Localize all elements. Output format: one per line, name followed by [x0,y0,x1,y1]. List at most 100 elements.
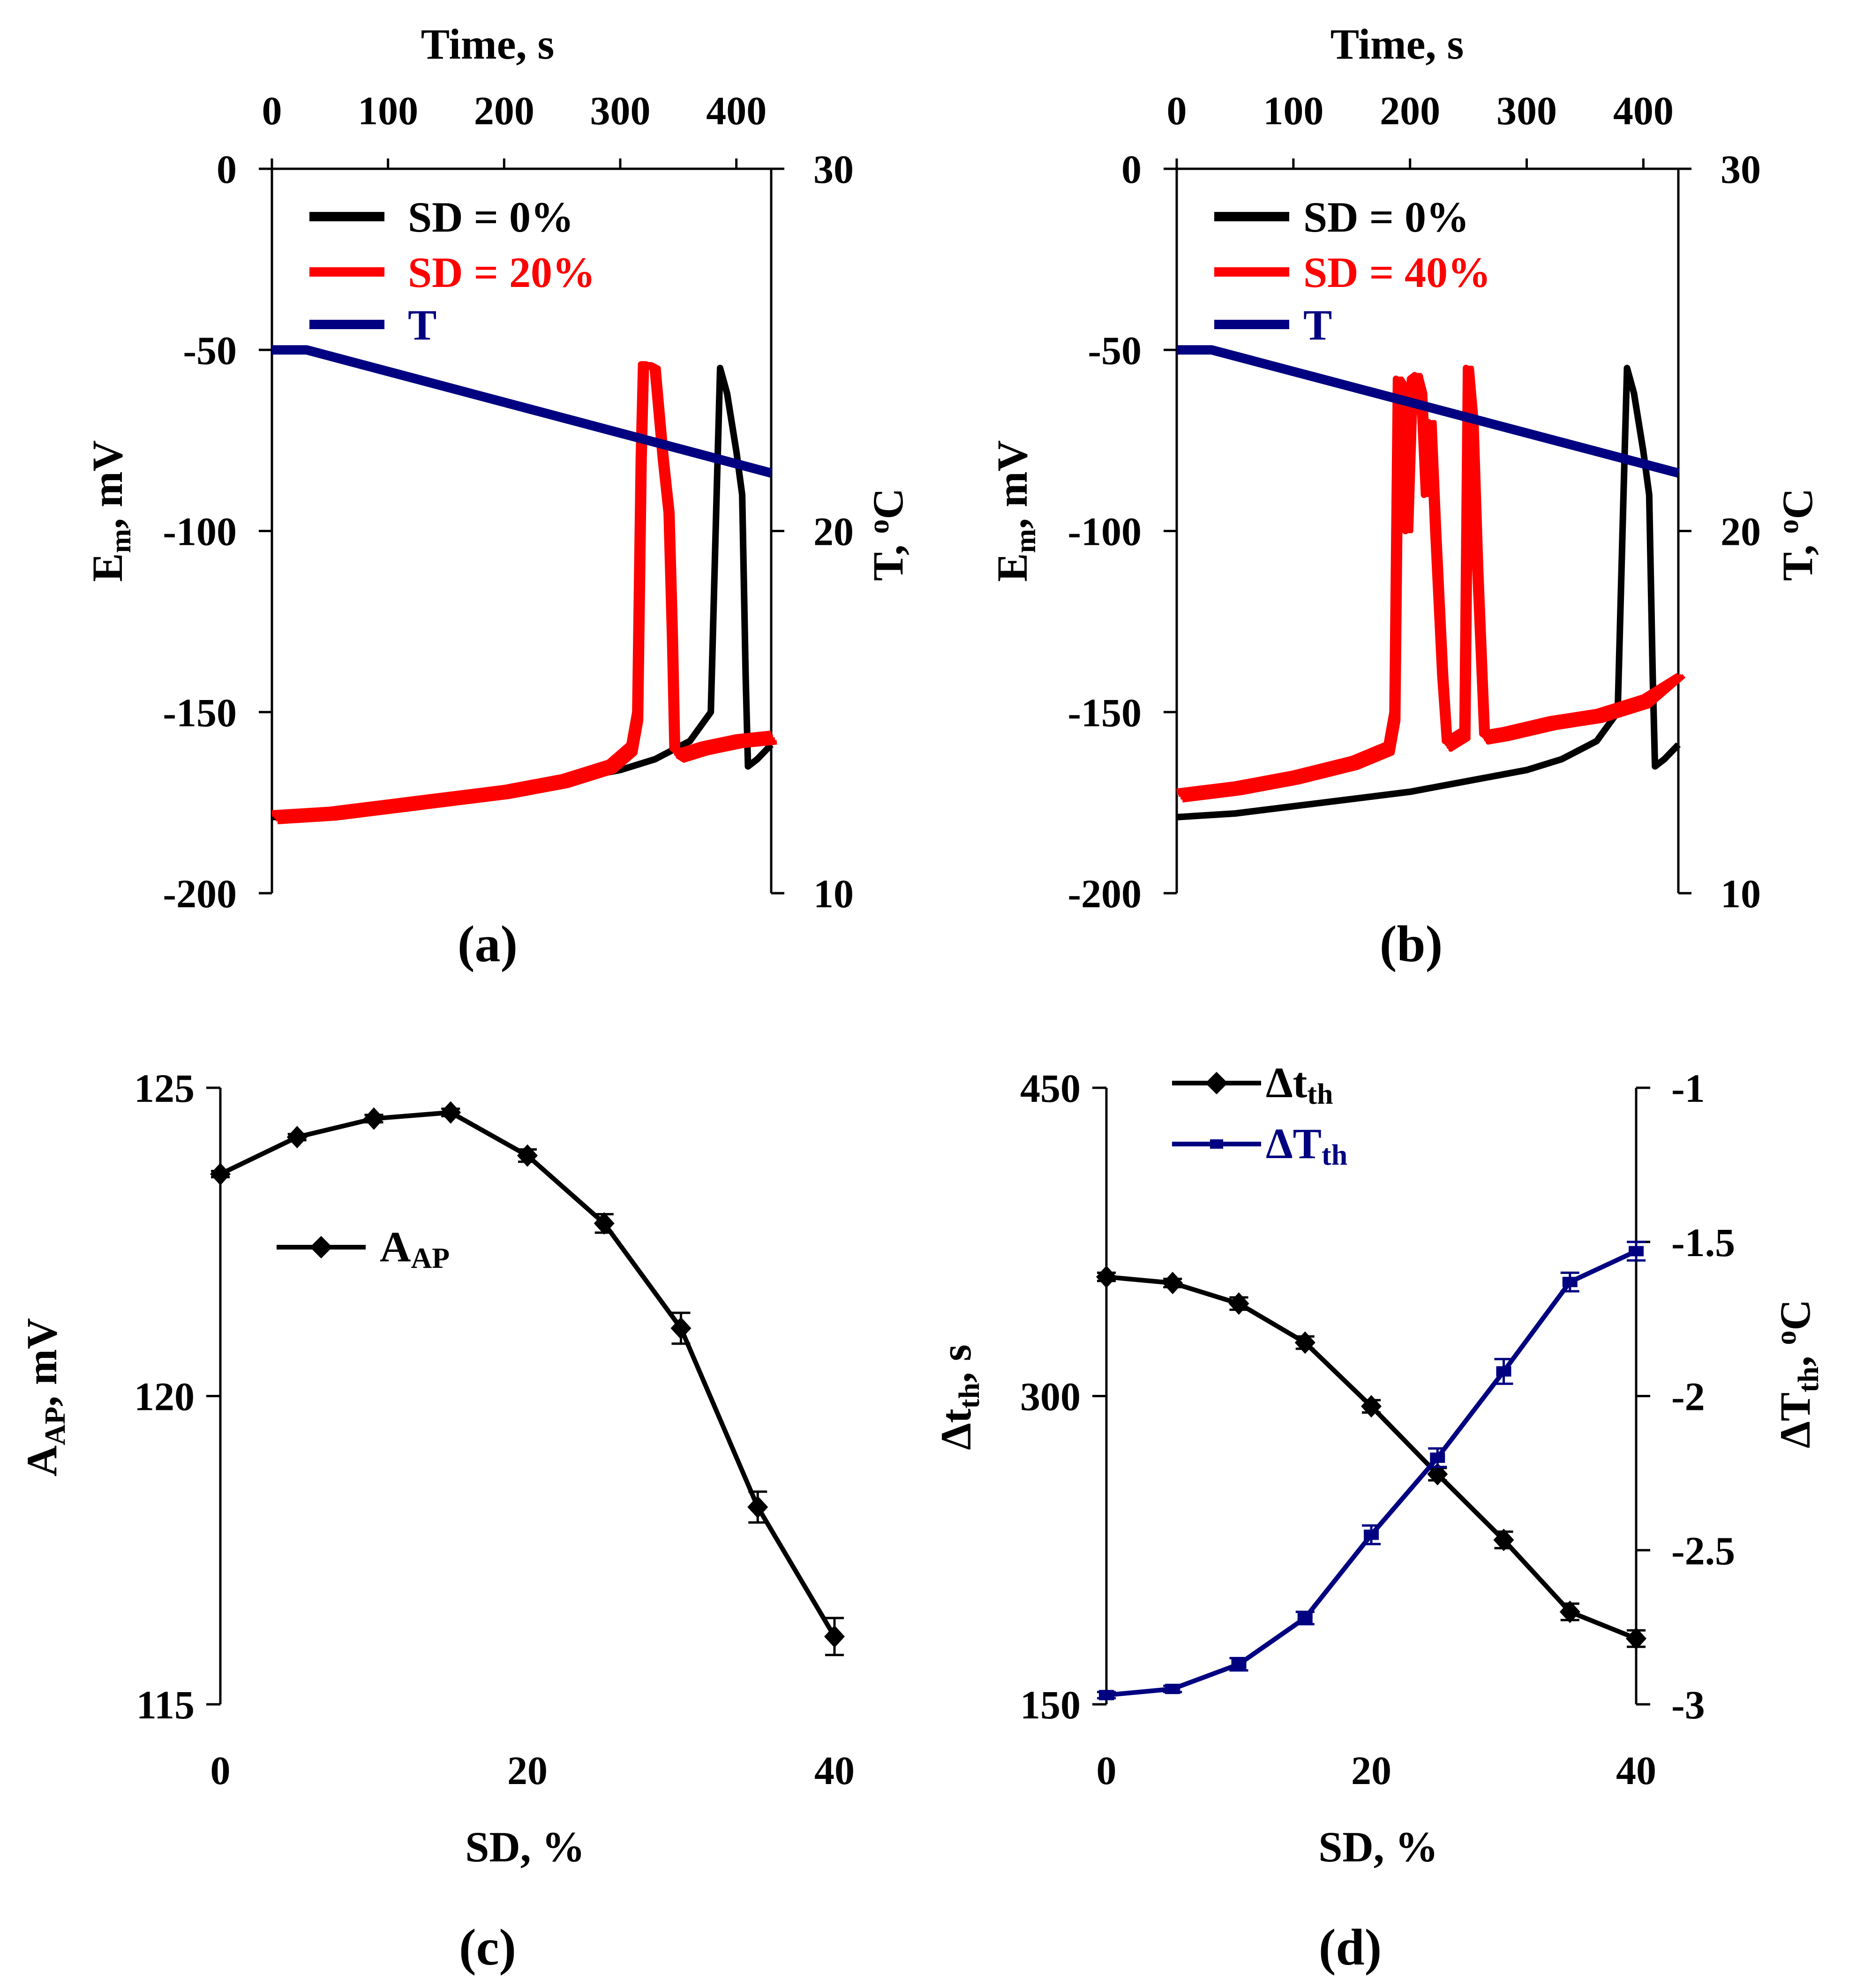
legend-a-label-1: SD = 20% [408,248,595,296]
y-left-tick-label: 0 [217,147,237,192]
panel-c-x-axis-label: SD, % [465,1823,585,1871]
panel-a-left-axis-label-unit: , mV [83,440,131,529]
plot-d: 150 300 450 -1 -1.5 -2 -2.5 -3 0 20 40 [1020,1066,1735,1793]
panel-a-top-axis-label: Time, s [421,20,555,68]
x-tick-label: 400 [1613,88,1674,133]
panel-d-right-axis-label-sub: th [1793,1367,1825,1393]
panel-a-right-axis-label: T, oC [863,488,912,581]
y-left-tick-label: -200 [163,871,237,916]
panel-d-right-axis-label-sup: o [1770,1331,1802,1345]
panel-b-right-axis-label-main: T, [1774,534,1821,581]
y-left-tick-label: 150 [1020,1682,1081,1727]
panel-c-label: (c) [459,1919,516,1976]
y-left-tick-label: 300 [1020,1374,1081,1419]
y-left-tick-label: -150 [163,690,237,735]
y-right-tick-label: -2 [1671,1374,1705,1419]
y-left-tick-label: -100 [1067,509,1142,554]
series-trace-1-3 [1182,365,1686,803]
x-tick-label: 100 [358,88,418,133]
panel-a-left-axis-label-main: E [83,553,131,582]
x-tick-label: 400 [706,88,767,133]
panel-d-left-axis-label-unit: , s [932,1344,980,1383]
data-point [1364,1529,1379,1540]
y-right-tick-label: -2.5 [1671,1528,1735,1573]
panel-a-right-axis-label-sup: o [863,519,895,534]
panel-a-right-axis-label-unit: C [864,488,912,519]
x-tick-label: 20 [1351,1748,1391,1793]
y-left-tick-label: -200 [1067,871,1142,916]
panel-a-right-axis-label-main: T, [864,534,912,581]
series-trace-1-2 [1180,365,1684,800]
data-point [286,1126,308,1149]
data-point [747,1496,768,1519]
series-trace-1-2 [275,362,775,821]
x-tick-label: 20 [507,1748,548,1793]
y-right-tick-label: 10 [1721,871,1761,916]
legend-a-label-0: SD = 0% [408,193,574,241]
data-point [440,1101,461,1124]
legend-c-marker [310,1236,332,1258]
data-point [1496,1366,1511,1377]
legend-d-label-1-sub: th [1322,1139,1347,1171]
data-point [363,1107,384,1130]
panel-b-legend: SD = 0% SD = 40% T [1214,193,1491,349]
panel-d-label: (d) [1319,1919,1382,1976]
plot-a: 0 100 200 300 400 0 -50 -100 -150 -200 30 20 10 [163,88,854,916]
y-right-tick-label: 10 [813,871,854,916]
panel-d-left-axis-label-main: Δt [932,1408,980,1450]
panel-d-left-axis-label-sub: th [954,1383,985,1408]
y-tick-label: 125 [134,1066,195,1111]
data-point [1294,1331,1315,1354]
legend-b-label-0: SD = 0% [1303,193,1469,241]
y-left-tick-label: -50 [1088,328,1142,373]
panel-a-label: (a) [458,915,518,972]
panel-b-right-axis-label: T, oC [1773,488,1821,581]
data-point [1559,1600,1580,1623]
x-tick-label: 200 [1380,88,1440,133]
panel-d-right-axis-label-unit2: C [1771,1299,1819,1330]
data-point [1430,1453,1445,1463]
legend-b-label-2: T [1303,301,1332,349]
panel-c-y-axis-label-sub: AP [39,1407,71,1446]
data-point [1361,1395,1382,1418]
legend-c-label-main: A [380,1223,411,1271]
x-tick-label: 200 [474,88,534,133]
data-point [1626,1627,1646,1650]
data-point [1231,1659,1247,1670]
x-tick-label: 0 [262,88,282,133]
data-point [210,1163,231,1186]
y-right-tick-label: 30 [813,147,854,192]
legend-d-label-0-sub: th [1307,1078,1333,1110]
panel-b-label: (b) [1380,915,1443,972]
panel-d-right-axis-label-unit: , [1771,1345,1819,1367]
data-point [594,1212,615,1235]
panel-a: Time, s Em, mV T, oC (a) 0 100 200 300 400 0 -… [83,20,912,972]
panel-a-legend: SD = 0% SD = 20% T [309,193,595,349]
y-tick-label: 120 [134,1374,195,1419]
x-tick-label: 0 [1097,1748,1117,1793]
panel-d-x-axis-label: SD, % [1318,1823,1438,1871]
panel-c-legend: AAP [277,1223,450,1274]
x-tick-label: 300 [1496,88,1557,133]
data-point [1297,1612,1313,1623]
series-line-2 [272,345,773,478]
legend-c-label: AAP [380,1223,450,1274]
panel-c-y-axis-label: AAP, mV [18,1318,71,1476]
data-point [824,1625,845,1648]
data-point [1427,1463,1448,1486]
panel-a-left-axis-label: Em, mV [83,440,137,582]
panel-b-top-axis-label: Time, s [1330,20,1464,68]
panel-c-y-axis-label-main: A [18,1446,66,1476]
panel-b-right-axis-label-unit: C [1774,488,1821,519]
panel-b-left-axis-label-sub: m [1010,529,1042,553]
legend-d-label-0: Δtth [1266,1059,1333,1110]
plot-b: 0 100 200 300 400 0 -50 -100 -150 -200 30 20 10 [1067,88,1761,916]
data-point [1562,1277,1578,1288]
panel-a-left-axis-label-sub: m [105,529,137,553]
panel-d-right-axis-label-main: ΔT [1771,1393,1819,1448]
x-tick-label: 0 [210,1748,231,1793]
panel-d-legend: Δtth ΔTth [1172,1059,1347,1171]
